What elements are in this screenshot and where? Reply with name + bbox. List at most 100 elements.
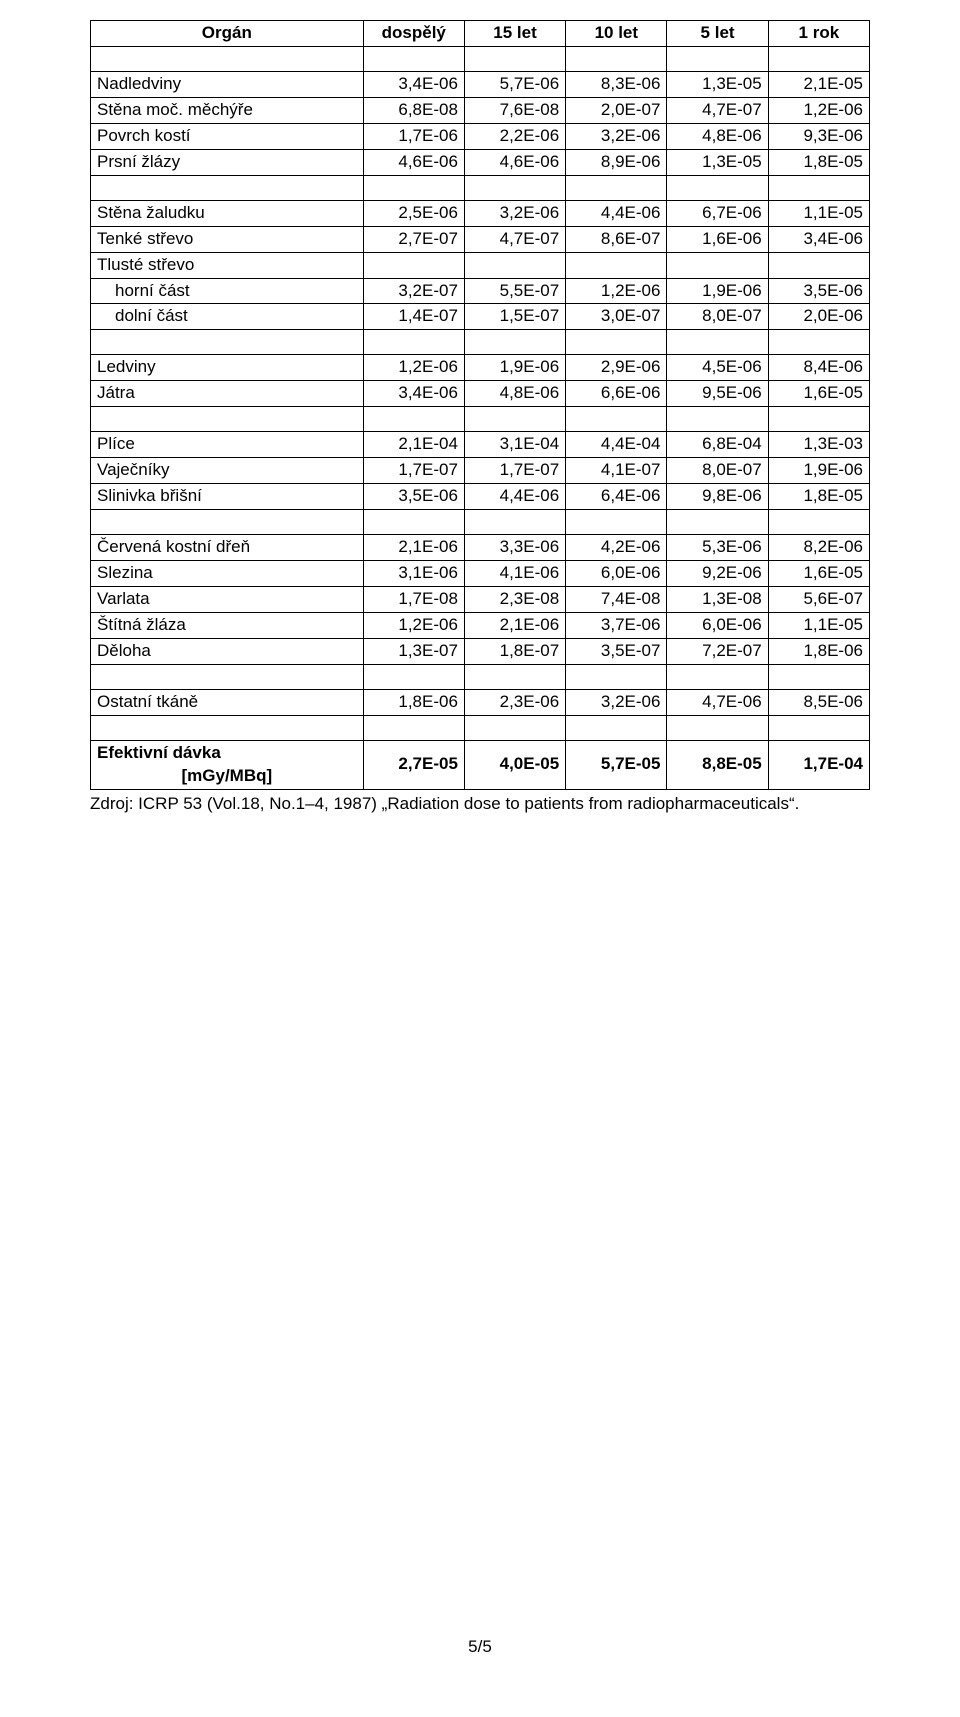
effective-label-line2: [mGy/MBq] [97, 765, 357, 788]
cell: 4,6E-06 [363, 149, 464, 175]
cell: 6,7E-06 [667, 200, 768, 226]
cell: 2,3E-06 [464, 689, 565, 715]
cell: 1,1E-05 [768, 612, 869, 638]
row-label: Stěna žaludku [91, 200, 364, 226]
row-label: Nadledviny [91, 71, 364, 97]
table-row: Povrch kostí1,7E-062,2E-063,2E-064,8E-06… [91, 123, 870, 149]
table-row: Stěna moč. měchýře6,8E-087,6E-082,0E-074… [91, 97, 870, 123]
cell: 6,0E-06 [667, 612, 768, 638]
row-label: Děloha [91, 638, 364, 664]
cell: 2,1E-04 [363, 432, 464, 458]
row-label: Tlusté střevo [91, 252, 364, 278]
cell: 2,9E-06 [566, 355, 667, 381]
cell: 1,7E-06 [363, 123, 464, 149]
spacer-row [91, 407, 870, 432]
cell: 1,7E-04 [768, 740, 869, 789]
cell: 4,8E-06 [464, 381, 565, 407]
cell: 1,4E-07 [363, 304, 464, 330]
cell: 8,4E-06 [768, 355, 869, 381]
cell: 4,7E-06 [667, 689, 768, 715]
cell: 1,2E-06 [768, 97, 869, 123]
cell: 1,8E-07 [464, 638, 565, 664]
cell [667, 252, 768, 278]
cell: 1,6E-05 [768, 381, 869, 407]
cell: 3,7E-06 [566, 612, 667, 638]
cell: 3,2E-06 [566, 689, 667, 715]
cell: 3,5E-07 [566, 638, 667, 664]
cell: 4,2E-06 [566, 535, 667, 561]
cell [768, 252, 869, 278]
cell: 6,6E-06 [566, 381, 667, 407]
cell: 3,1E-04 [464, 432, 565, 458]
cell: 1,3E-07 [363, 638, 464, 664]
table-header-row: Orgán dospělý 15 let 10 let 5 let 1 rok [91, 21, 870, 47]
row-label: Štítná žláza [91, 612, 364, 638]
row-label: Plíce [91, 432, 364, 458]
header-col-3: 5 let [667, 21, 768, 47]
header-col-2: 10 let [566, 21, 667, 47]
cell: 4,7E-07 [464, 226, 565, 252]
dose-table: Orgán dospělý 15 let 10 let 5 let 1 rok … [90, 20, 870, 790]
cell: 9,2E-06 [667, 561, 768, 587]
table-row: Stěna žaludku2,5E-063,2E-064,4E-066,7E-0… [91, 200, 870, 226]
cell: 8,6E-07 [566, 226, 667, 252]
cell [464, 252, 565, 278]
cell: 3,4E-06 [768, 226, 869, 252]
cell: 1,9E-06 [667, 278, 768, 304]
cell: 3,5E-06 [768, 278, 869, 304]
cell: 4,4E-06 [464, 484, 565, 510]
cell: 1,8E-06 [363, 689, 464, 715]
row-label: Prsní žlázy [91, 149, 364, 175]
cell: 6,0E-06 [566, 561, 667, 587]
table-row: horní část3,2E-075,5E-071,2E-061,9E-063,… [91, 278, 870, 304]
table-row: Slezina3,1E-064,1E-066,0E-069,2E-061,6E-… [91, 561, 870, 587]
cell: 1,7E-08 [363, 586, 464, 612]
cell: 4,1E-06 [464, 561, 565, 587]
cell: 4,6E-06 [464, 149, 565, 175]
cell: 1,8E-05 [768, 149, 869, 175]
cell: 2,0E-06 [768, 304, 869, 330]
cell: 8,2E-06 [768, 535, 869, 561]
spacer-row [91, 46, 870, 71]
cell: 1,9E-06 [768, 458, 869, 484]
table-row: Nadledviny3,4E-065,7E-068,3E-061,3E-052,… [91, 71, 870, 97]
cell: 9,5E-06 [667, 381, 768, 407]
cell: 1,2E-06 [363, 612, 464, 638]
cell: 9,3E-06 [768, 123, 869, 149]
cell: 5,5E-07 [464, 278, 565, 304]
cell: 6,8E-08 [363, 97, 464, 123]
cell: 5,3E-06 [667, 535, 768, 561]
cell: 4,8E-06 [667, 123, 768, 149]
cell: 1,3E-05 [667, 71, 768, 97]
cell: 4,4E-06 [566, 200, 667, 226]
cell: 1,2E-06 [363, 355, 464, 381]
table-row: Prsní žlázy4,6E-064,6E-068,9E-061,3E-051… [91, 149, 870, 175]
cell: 4,5E-06 [667, 355, 768, 381]
cell: 5,6E-07 [768, 586, 869, 612]
cell: 1,8E-05 [768, 484, 869, 510]
cell: 3,4E-06 [363, 71, 464, 97]
row-label: Stěna moč. měchýře [91, 97, 364, 123]
cell: 2,1E-06 [363, 535, 464, 561]
source-citation: Zdroj: ICRP 53 (Vol.18, No.1–4, 1987) „R… [90, 794, 870, 814]
spacer-row [91, 664, 870, 689]
row-label: Játra [91, 381, 364, 407]
cell: 3,4E-06 [363, 381, 464, 407]
row-label: Varlata [91, 586, 364, 612]
cell: 7,2E-07 [667, 638, 768, 664]
cell: 2,2E-06 [464, 123, 565, 149]
spacer-row [91, 715, 870, 740]
cell: 4,7E-07 [667, 97, 768, 123]
cell: 1,1E-05 [768, 200, 869, 226]
table-row: Slinivka břišní3,5E-064,4E-066,4E-069,8E… [91, 484, 870, 510]
cell: 8,3E-06 [566, 71, 667, 97]
effective-label-line1: Efektivní dávka [97, 742, 357, 765]
row-label: Vaječníky [91, 458, 364, 484]
cell: 4,0E-05 [464, 740, 565, 789]
cell: 8,0E-07 [667, 304, 768, 330]
cell: 3,2E-06 [566, 123, 667, 149]
cell: 2,7E-07 [363, 226, 464, 252]
header-organ: Orgán [91, 21, 364, 47]
cell: 3,0E-07 [566, 304, 667, 330]
cell: 5,7E-05 [566, 740, 667, 789]
